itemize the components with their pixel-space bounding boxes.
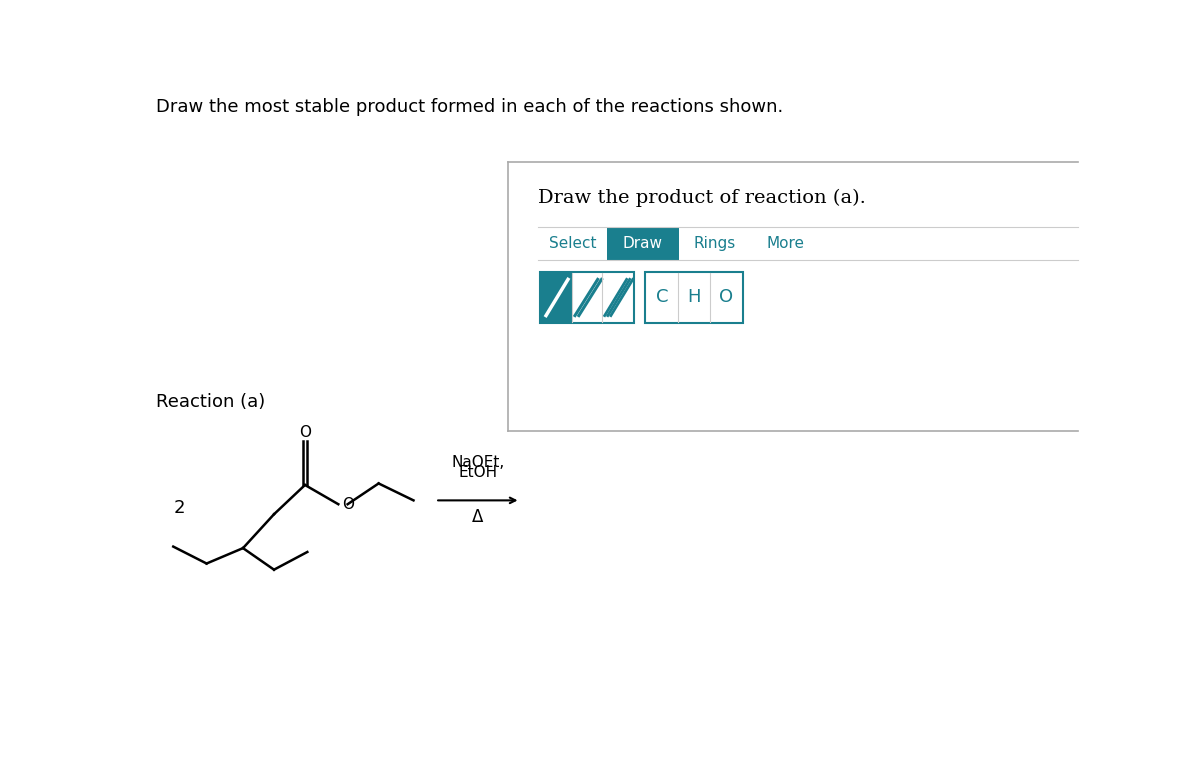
Text: More: More xyxy=(767,236,804,251)
Bar xyxy=(540,271,635,323)
Text: NaOEt,: NaOEt, xyxy=(451,454,504,470)
Text: H: H xyxy=(688,288,701,307)
Text: Draw the most stable product formed in each of the reactions shown.: Draw the most stable product formed in e… xyxy=(156,98,784,116)
Text: O: O xyxy=(342,497,354,511)
Bar xyxy=(538,227,607,260)
Text: Δ: Δ xyxy=(472,508,484,526)
Text: Draw: Draw xyxy=(623,236,662,251)
Text: Reaction (a): Reaction (a) xyxy=(156,393,265,411)
Bar xyxy=(678,227,751,260)
Text: C: C xyxy=(656,288,668,307)
Text: O: O xyxy=(299,424,311,440)
Bar xyxy=(541,273,572,321)
Text: EtOH: EtOH xyxy=(458,465,497,481)
Text: 2: 2 xyxy=(173,499,185,517)
Bar xyxy=(751,227,821,260)
Text: Rings: Rings xyxy=(694,236,736,251)
Text: O: O xyxy=(719,288,733,307)
Text: Draw the product of reaction (a).: Draw the product of reaction (a). xyxy=(538,188,865,207)
Text: Select: Select xyxy=(548,236,596,251)
Bar xyxy=(646,271,743,323)
Bar xyxy=(607,227,678,260)
